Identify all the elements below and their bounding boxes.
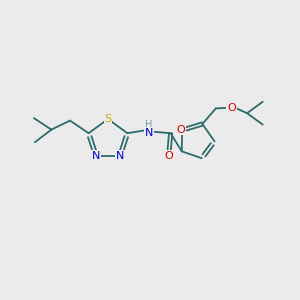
Text: O: O [227,103,236,113]
Text: N: N [116,151,124,161]
Text: O: O [165,151,173,161]
Text: O: O [176,124,185,135]
Text: N: N [92,151,100,161]
Text: N: N [145,128,153,138]
Text: H: H [145,120,153,130]
Text: S: S [104,114,112,124]
